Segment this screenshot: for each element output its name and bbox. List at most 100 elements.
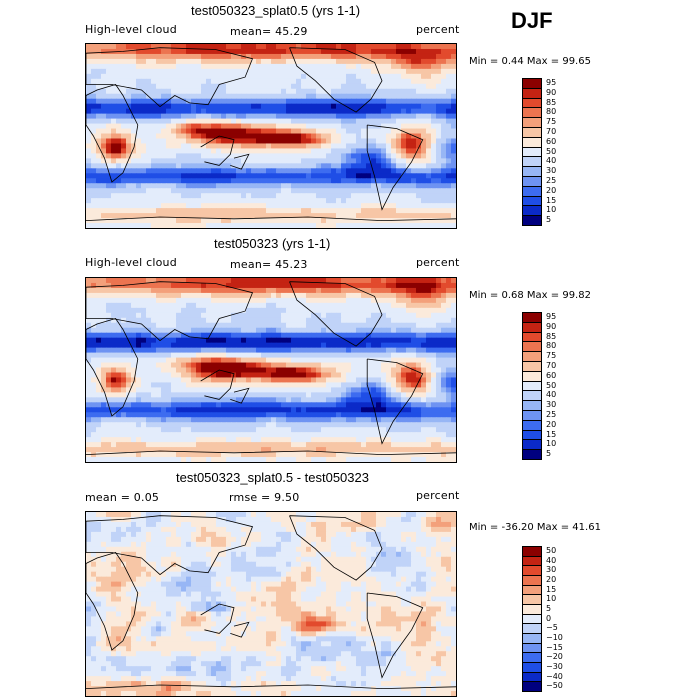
- map-cell: [401, 53, 407, 60]
- map-cell: [236, 118, 242, 125]
- map-cell: [326, 352, 332, 359]
- map-cell: [371, 83, 377, 90]
- map-cell: [261, 48, 267, 55]
- map-cell: [281, 153, 287, 159]
- map-cell: [206, 208, 212, 214]
- map-cell: [151, 63, 157, 70]
- map-cell: [401, 392, 407, 398]
- map-cell: [201, 407, 207, 413]
- map-cell: [211, 198, 217, 204]
- map-cell: [231, 128, 237, 135]
- map-cell: [196, 402, 202, 408]
- map-cell: [336, 44, 342, 50]
- map-cell: [351, 208, 357, 214]
- map-cell: [236, 332, 242, 339]
- map-cell: [361, 158, 367, 164]
- map-cell: [311, 88, 317, 95]
- map-cell: [161, 402, 167, 408]
- map-cell: [131, 292, 137, 299]
- map-cell: [426, 282, 432, 289]
- map-cell: [201, 88, 207, 95]
- map-cell: [201, 342, 207, 349]
- map-cell: [351, 332, 357, 339]
- map-cell: [366, 312, 372, 319]
- map-cell: [271, 188, 277, 194]
- map-cell: [291, 188, 297, 194]
- panel1-colorbar: 95 90 85 80 75 70 60 50 40 30 25 20 15 10 5: [522, 78, 556, 226]
- map-cell: [211, 133, 217, 140]
- map-cell: [441, 287, 447, 294]
- map-cell: [121, 397, 127, 403]
- map-cell: [161, 417, 167, 423]
- colorbar-label: 85: [546, 97, 557, 107]
- map-cell: [181, 123, 187, 130]
- map-cell: [296, 382, 302, 388]
- map-cell: [316, 342, 322, 349]
- map-cell: [281, 148, 287, 154]
- map-cell: [401, 83, 407, 90]
- map-cell: [106, 278, 112, 284]
- map-cell: [171, 168, 177, 174]
- map-cell: [126, 357, 132, 364]
- map-cell: [156, 292, 162, 299]
- map-cell: [251, 58, 257, 65]
- map-cell: [161, 168, 167, 174]
- map-cell: [201, 312, 207, 319]
- map-cell: [241, 292, 247, 299]
- map-cell: [121, 392, 127, 398]
- map-cell: [356, 193, 362, 199]
- map-cell: [176, 48, 182, 55]
- map-cell: [301, 108, 307, 115]
- map-cell: [101, 397, 107, 403]
- map-cell: [296, 78, 302, 85]
- map-cell: [331, 347, 337, 354]
- map-cell: [201, 213, 207, 219]
- map-cell: [101, 402, 107, 408]
- map-cell: [131, 93, 137, 100]
- map-cell: [431, 48, 437, 55]
- map-cell: [421, 218, 427, 224]
- map-cell: [441, 98, 447, 105]
- map-cell: [361, 173, 367, 179]
- map-cell: [231, 407, 237, 413]
- map-cell: [176, 198, 182, 204]
- map-cell: [431, 392, 437, 398]
- map-cell: [341, 44, 347, 50]
- map-cell: [256, 153, 262, 159]
- map-cell: [226, 44, 232, 50]
- map-cell: [186, 402, 192, 408]
- map-cell: [141, 417, 147, 423]
- map-cell: [371, 218, 377, 224]
- map-cell: [376, 372, 382, 379]
- map-cell: [131, 138, 137, 145]
- map-cell: [141, 173, 147, 179]
- map-cell: [321, 168, 327, 174]
- map-cell: [291, 422, 297, 428]
- map-cell: [271, 317, 277, 324]
- map-cell: [186, 307, 192, 314]
- map-cell: [296, 148, 302, 154]
- map-cell: [301, 282, 307, 289]
- map-cell: [366, 148, 372, 154]
- map-cell: [186, 178, 192, 184]
- map-cell: [221, 357, 227, 364]
- map-cell: [176, 138, 182, 145]
- map-cell: [121, 417, 127, 423]
- map-cell: [206, 128, 212, 135]
- map-cell: [206, 317, 212, 324]
- map-cell: [286, 302, 292, 309]
- map-cell: [431, 218, 437, 224]
- map-cell: [186, 357, 192, 364]
- map-cell: [371, 322, 377, 329]
- map-cell: [311, 213, 317, 219]
- map-cell: [281, 402, 287, 408]
- map-cell: [171, 337, 177, 344]
- map-cell: [306, 68, 312, 75]
- map-cell: [171, 422, 177, 428]
- map-cell: [186, 53, 192, 60]
- map-cell: [351, 218, 357, 224]
- map-cell: [421, 188, 427, 194]
- map-cell: [156, 392, 162, 398]
- map-cell: [276, 193, 282, 199]
- map-cell: [291, 198, 297, 204]
